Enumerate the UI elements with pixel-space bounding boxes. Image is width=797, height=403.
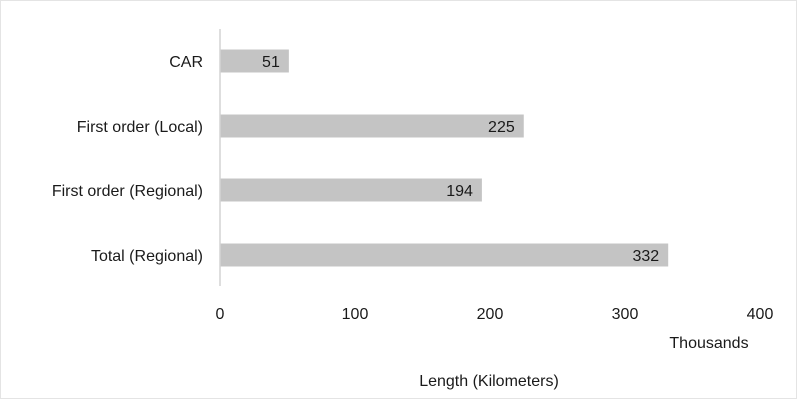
x-tick-label-100: 100 [342, 306, 369, 323]
bar-first-order-local [220, 114, 524, 138]
category-labels: CAR First order (Local) First order (Regio… [52, 54, 203, 265]
data-label-total-regional: 332 [632, 248, 659, 265]
data-label-first-order-regional: 194 [446, 183, 473, 200]
bar-total-regional [220, 243, 669, 267]
category-label-total-regional: Total (Regional) [91, 248, 203, 265]
bar-car [220, 49, 289, 73]
data-label-car: 51 [262, 54, 280, 71]
x-axis-title: Length (Kilometers) [419, 373, 559, 390]
x-tick-label-300: 300 [612, 306, 639, 323]
x-tick-label-0: 0 [216, 306, 225, 323]
bar-first-order-regional [220, 178, 482, 202]
x-axis-unit-label: Thousands [669, 335, 748, 352]
category-label-first-order-local: First order (Local) [77, 119, 203, 136]
bars-layer: 51 225 194 332 [220, 49, 669, 267]
data-label-first-order-local: 225 [488, 119, 515, 136]
x-tick-label-200: 200 [477, 306, 504, 323]
category-label-first-order-regional: First order (Regional) [52, 183, 203, 200]
x-tick-labels: 0 100 200 300 400 [216, 306, 774, 323]
x-tick-label-400: 400 [747, 306, 774, 323]
category-label-car: CAR [169, 54, 203, 71]
